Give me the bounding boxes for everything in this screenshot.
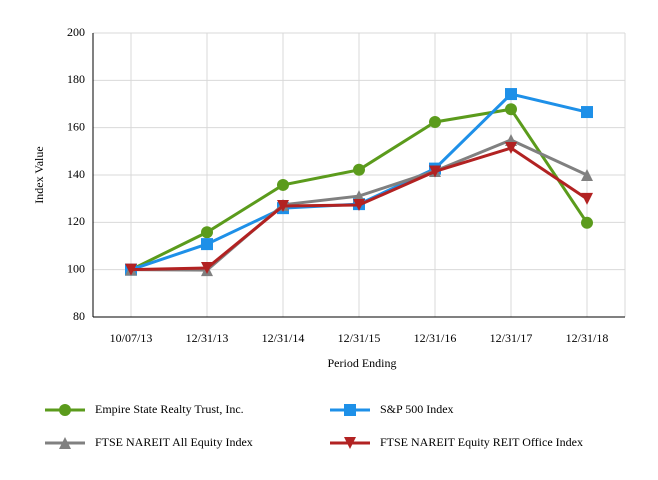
marker [201, 226, 213, 239]
legend-marker [59, 404, 71, 416]
legend-label: Empire State Realty Trust, Inc. [95, 402, 244, 416]
marker [201, 238, 213, 251]
legend-marker [59, 437, 71, 449]
legend-label: FTSE NAREIT Equity REIT Office Index [380, 435, 583, 449]
marker [581, 216, 593, 229]
marker [505, 88, 517, 101]
y-tick-label: 160 [67, 119, 85, 133]
y-tick-label: 180 [67, 72, 85, 86]
marker [429, 115, 441, 128]
marker [353, 163, 365, 176]
legend-marker [344, 437, 356, 449]
legend-marker [344, 404, 356, 416]
marker [581, 106, 593, 119]
marker [505, 142, 517, 155]
x-tick-label: 12/31/14 [262, 331, 305, 345]
marker [125, 263, 137, 276]
x-tick-label: 12/31/18 [566, 331, 609, 345]
y-tick-label: 200 [67, 25, 85, 39]
marker [201, 262, 213, 275]
x-tick-label: 12/31/13 [186, 331, 229, 345]
legend-label: S&P 500 Index [380, 402, 454, 416]
x-axis-label: Period Ending [328, 356, 397, 370]
y-tick-label: 140 [67, 167, 85, 181]
marker [429, 165, 441, 178]
y-tick-label: 120 [67, 214, 85, 228]
x-tick-label: 10/07/13 [110, 331, 153, 345]
marker [353, 199, 365, 212]
x-tick-label: 12/31/16 [414, 331, 457, 345]
y-tick-label: 100 [67, 261, 85, 275]
marker [581, 192, 593, 205]
marker [581, 169, 593, 181]
x-tick-label: 12/31/15 [338, 331, 381, 345]
y-tick-label: 80 [73, 309, 85, 323]
marker [505, 103, 517, 116]
y-axis-label: Index Value [32, 146, 46, 203]
marker [277, 178, 289, 191]
marker [277, 200, 289, 213]
legend-label: FTSE NAREIT All Equity Index [95, 435, 253, 449]
x-tick-label: 12/31/17 [490, 331, 533, 345]
